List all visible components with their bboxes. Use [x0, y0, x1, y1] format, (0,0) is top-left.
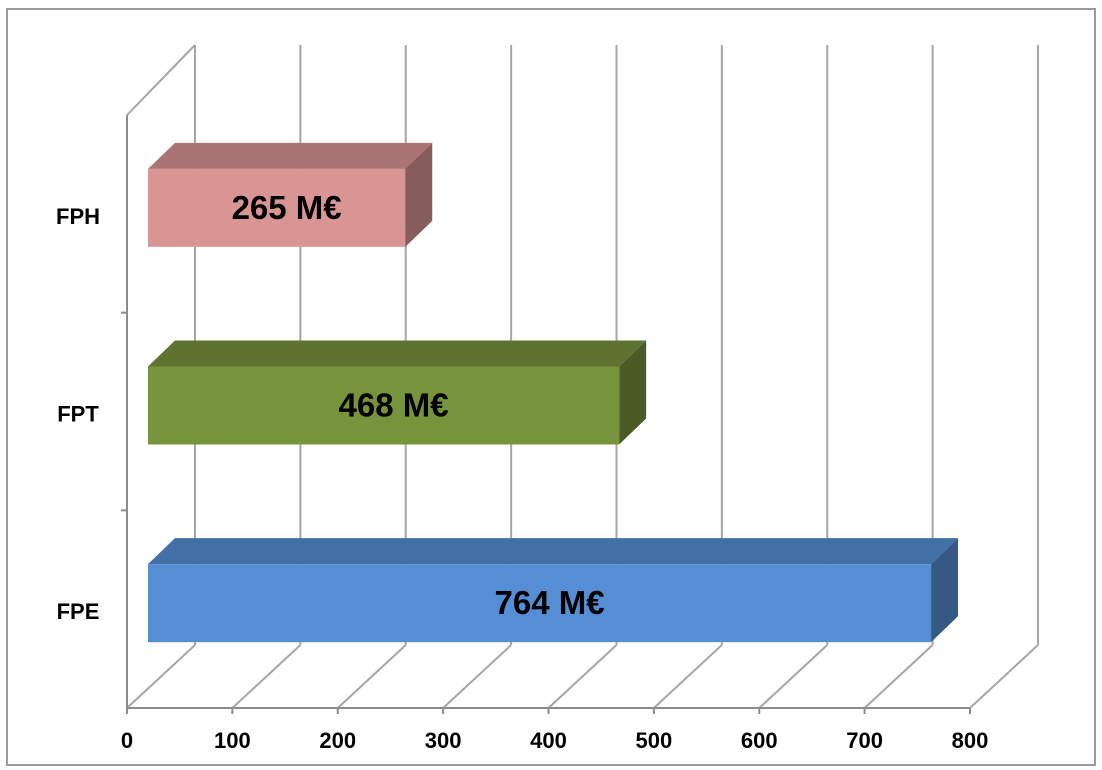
data-label: 265 M€	[232, 189, 342, 226]
x-axis-tick-label: 300	[425, 728, 462, 753]
bar-fpt: 468 M€	[148, 340, 647, 445]
x-axis-tick-label: 600	[741, 728, 778, 753]
x-axis-tick-label: 400	[530, 728, 567, 753]
data-label: 764 M€	[494, 584, 604, 621]
floor-gridline	[231, 644, 302, 709]
bar-side-face	[619, 340, 647, 445]
axes	[121, 44, 971, 714]
bars: 764 M€ 468 M€ 265 M€	[148, 142, 959, 643]
category-label: FPE	[57, 599, 100, 624]
x-axis-tick-label: 700	[846, 728, 883, 753]
bar-fph: 265 M€	[148, 142, 433, 247]
category-label: FPH	[56, 204, 100, 229]
floor-gridline	[337, 644, 407, 709]
bar-side-face	[405, 142, 433, 247]
floor-gridline	[863, 644, 934, 709]
x-axis-tick-label: 500	[636, 728, 673, 753]
x-axis-tick-labels: 0 100 200 300 400 500 600 700 800	[121, 728, 988, 753]
bar-top-face	[148, 340, 647, 367]
bar-front-face	[148, 168, 406, 247]
x-axis-tick-label: 100	[214, 728, 251, 753]
category-label: FPT	[57, 402, 99, 427]
bar-top-face	[148, 142, 433, 169]
wall-top-edge	[126, 44, 196, 116]
floor-gridline	[758, 644, 828, 709]
floor-gridline	[442, 644, 512, 709]
floor-gridline	[969, 644, 1039, 709]
bar-front-face	[148, 366, 620, 445]
bar-side-face	[931, 538, 959, 643]
bar-fpe: 764 M€	[148, 538, 959, 643]
x-axis-tick-label: 200	[319, 728, 356, 753]
y-axis-category-labels: FPE FPT FPH	[56, 204, 100, 624]
bar-front-face	[148, 564, 932, 643]
x-axis-tick-label: 800	[952, 728, 989, 753]
bar-top-face	[148, 538, 959, 565]
data-label: 468 M€	[339, 387, 449, 424]
floor-gridline	[653, 644, 723, 709]
x-axis-tick-label: 0	[121, 728, 133, 753]
floor-gridline	[547, 644, 618, 709]
floor-gridline	[126, 644, 196, 709]
